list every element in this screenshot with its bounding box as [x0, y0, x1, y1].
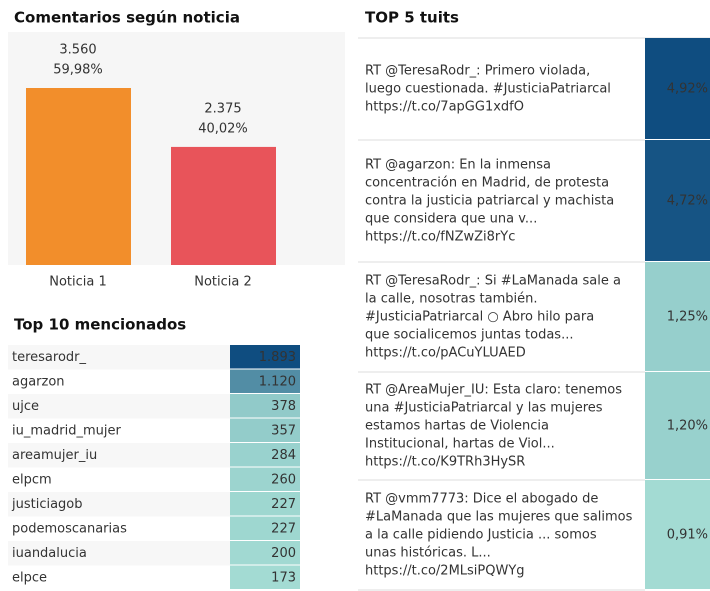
mention-name: podemoscanarias [12, 521, 127, 536]
mention-cell [230, 565, 300, 589]
tweet-text: https://t.co/K9TRh3HySR [365, 455, 525, 470]
row-background [8, 443, 230, 468]
mentions-title: Top 10 mencionados [14, 316, 186, 334]
mention-cell [230, 443, 300, 467]
tweet-text: RT @AreaMujer_IU: Esta claro: tenemos [365, 383, 622, 398]
mention-cell [230, 516, 300, 540]
tweet-value: 4,72% [667, 194, 708, 209]
row-background [8, 394, 230, 419]
mention-name: justiciagob [11, 497, 83, 512]
tweet-text: luego cuestionada. #JusticiaPatriarcal [365, 82, 611, 97]
mention-name: agarzon [12, 374, 65, 389]
tweet-text: que considera que una v... [365, 212, 537, 227]
tweets-title: TOP 5 tuits [365, 9, 459, 27]
row-background [8, 516, 230, 541]
tweet-text: #LaManada que las mujeres que salimos [365, 510, 633, 525]
tweet-value: 0,91% [667, 528, 708, 543]
mention-cell [230, 492, 300, 516]
mention-cell [230, 369, 300, 393]
tweet-cell [645, 262, 710, 371]
mention-name: teresarodr_ [12, 350, 87, 365]
chart-title: Comentarios según noticia [14, 9, 240, 27]
tweet-text: que socialicemos juntas todas... [365, 328, 573, 343]
tweet-value: 1,20% [667, 419, 708, 434]
bar [171, 146, 276, 265]
tweet-value: 4,92% [667, 82, 708, 97]
value-label: 2.375 [204, 101, 241, 116]
share-label: 40,02% [198, 121, 248, 136]
mention-value: 200 [271, 546, 296, 561]
mention-name: elpce [12, 570, 47, 585]
tweet-text: estamos hartas de Violencia [365, 419, 549, 434]
mention-value: 173 [271, 570, 296, 585]
mention-value: 1.893 [259, 350, 296, 365]
tweet-text: concentración en Madrid, de protesta [365, 176, 609, 191]
tweet-cell [645, 38, 710, 139]
tweet-cell [645, 140, 710, 261]
share-label: 59,98% [53, 63, 103, 78]
row-background [8, 369, 230, 394]
mention-cell [230, 345, 300, 369]
mention-value: 284 [271, 448, 296, 463]
value-label: 3.560 [59, 43, 96, 58]
mention-value: 1.120 [259, 374, 296, 389]
mention-value: 227 [271, 521, 296, 536]
tweet-text: RT @TeresaRodr_: Si #LaManada sale a [365, 274, 621, 289]
row-background [8, 467, 230, 492]
mention-name: iuandalucia [12, 546, 87, 561]
mention-value: 260 [271, 472, 296, 487]
x-tick-label: Noticia 1 [49, 275, 107, 290]
tweet-text: a la calle pidiendo Justicia ... somos [365, 528, 597, 543]
row-background [8, 492, 230, 517]
tweet-text: https://t.co/7apGG1xdfO [365, 100, 524, 115]
mention-name: iu_madrid_mujer [12, 423, 121, 438]
row-background [8, 345, 230, 370]
tweet-text: https://t.co/fNZwZi8rYc [365, 230, 515, 245]
tweet-text: unas históricas. L... [365, 546, 491, 561]
tweet-text: https://t.co/2MLsiPQWYg [365, 564, 525, 579]
mention-cell [230, 541, 300, 565]
tweet-text: una #JusticiaPatriarcal y las mujeres [365, 401, 603, 416]
tweet-text: la calle, nosotras también. [365, 292, 538, 307]
tweet-text: RT @agarzon: En la inmensa [365, 158, 551, 173]
tweet-text: RT @TeresaRodr_: Primero violada, [365, 64, 590, 79]
tweet-cell [645, 480, 710, 589]
mention-name: areamujer_iu [12, 448, 97, 463]
mention-value: 378 [271, 399, 296, 414]
tweet-cell [645, 372, 710, 479]
bar [26, 88, 131, 265]
tweet-text: https://t.co/pACuYLUAED [365, 346, 526, 361]
tweet-text: contra la justicia patriarcal y machista [365, 194, 614, 209]
row-background [8, 418, 230, 443]
tweet-text: Institucional, hartas de Viol... [365, 437, 555, 452]
x-tick-label: Noticia 2 [194, 275, 252, 290]
mention-value: 357 [271, 423, 296, 438]
mention-cell [230, 394, 300, 418]
tweet-text: RT @vmm7773: Dice el abogado de [365, 492, 598, 507]
mention-cell [230, 467, 300, 491]
row-background [8, 565, 230, 590]
mention-cell [230, 418, 300, 442]
mention-value: 227 [271, 497, 296, 512]
tweet-text: #JusticiaPatriarcal ○ Abro hilo para [365, 310, 594, 325]
tweet-value: 1,25% [667, 310, 708, 325]
mention-name: elpcm [12, 472, 52, 487]
mention-name: ujce [12, 399, 39, 414]
row-background [8, 541, 230, 566]
